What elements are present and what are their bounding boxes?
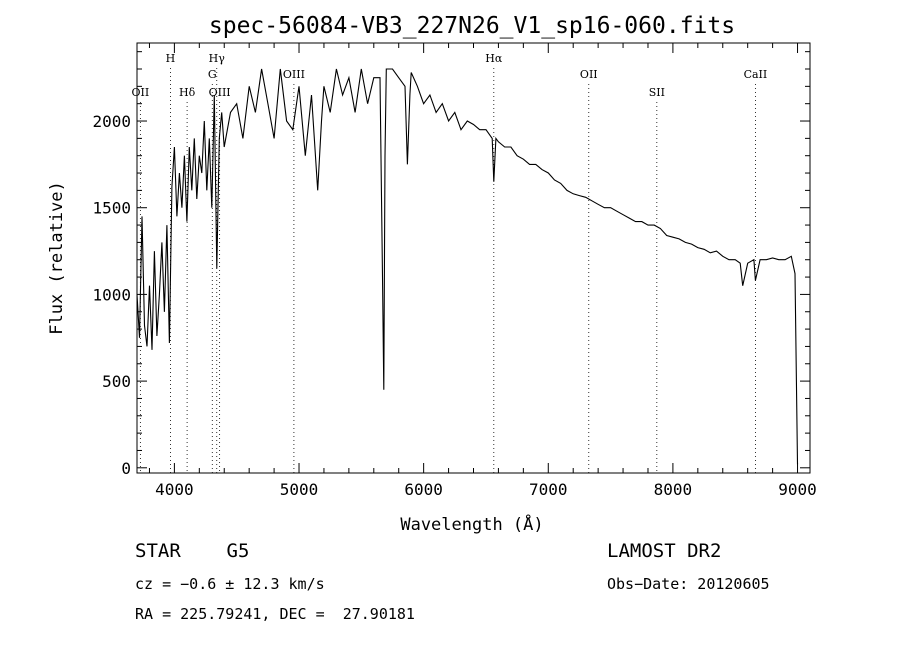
line-marker-label-10: CaII [744, 68, 768, 81]
object-class: STAR G5 [135, 540, 250, 562]
line-marker-label-4: G [208, 68, 217, 81]
spectrum-line [136, 68, 799, 465]
line-marker-label-6: OIII [283, 68, 305, 81]
line-marker-label-9: SII [649, 86, 665, 99]
y-tick-label-0: 0 [121, 459, 131, 478]
x-tick-label-4: 8000 [654, 480, 693, 499]
plot-frame [136, 42, 811, 474]
survey-name: LAMOST DR2 [607, 540, 722, 562]
ra-dec-coordinates: RA = 225.79241, DEC = 27.90181 [135, 605, 415, 623]
observation-date: Obs−Date: 20120605 [607, 575, 770, 593]
redshift-velocity: cz = −0.6 ± 12.3 km/s [135, 575, 325, 593]
x-tick-label-3: 7000 [529, 480, 568, 499]
y-tick-label-1: 500 [102, 372, 131, 391]
line-marker-label-8: OII [580, 68, 598, 81]
y-tick-label-4: 2000 [92, 112, 131, 131]
y-tick-label-2: 1000 [92, 285, 131, 304]
line-marker-label-2: Hδ [179, 86, 196, 99]
y-tick-label-3: 1500 [92, 199, 131, 218]
line-marker-label-7: Hα [485, 52, 503, 65]
x-tick-label-2: 6000 [404, 480, 443, 499]
x-tick-label-0: 4000 [155, 480, 194, 499]
x-axis-label: Wavelength (Å) [400, 513, 543, 535]
x-tick-label-5: 9000 [778, 480, 817, 499]
x-tick-label-1: 5000 [280, 480, 319, 499]
line-marker-label-3: Hγ [209, 52, 226, 65]
line-marker-label-0: OII [132, 86, 150, 99]
line-marker-label-5: OIII [209, 86, 231, 99]
chart-title: spec-56084-VB3_227N26_V1_sp16-060.fits [209, 13, 735, 39]
y-axis-label: Flux (relative) [47, 181, 67, 335]
line-marker-label-1: H [166, 52, 176, 65]
